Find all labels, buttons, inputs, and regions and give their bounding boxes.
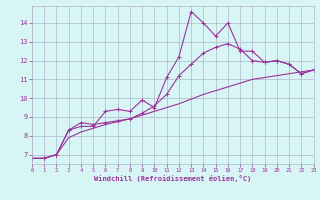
X-axis label: Windchill (Refroidissement éolien,°C): Windchill (Refroidissement éolien,°C) [94,175,252,182]
